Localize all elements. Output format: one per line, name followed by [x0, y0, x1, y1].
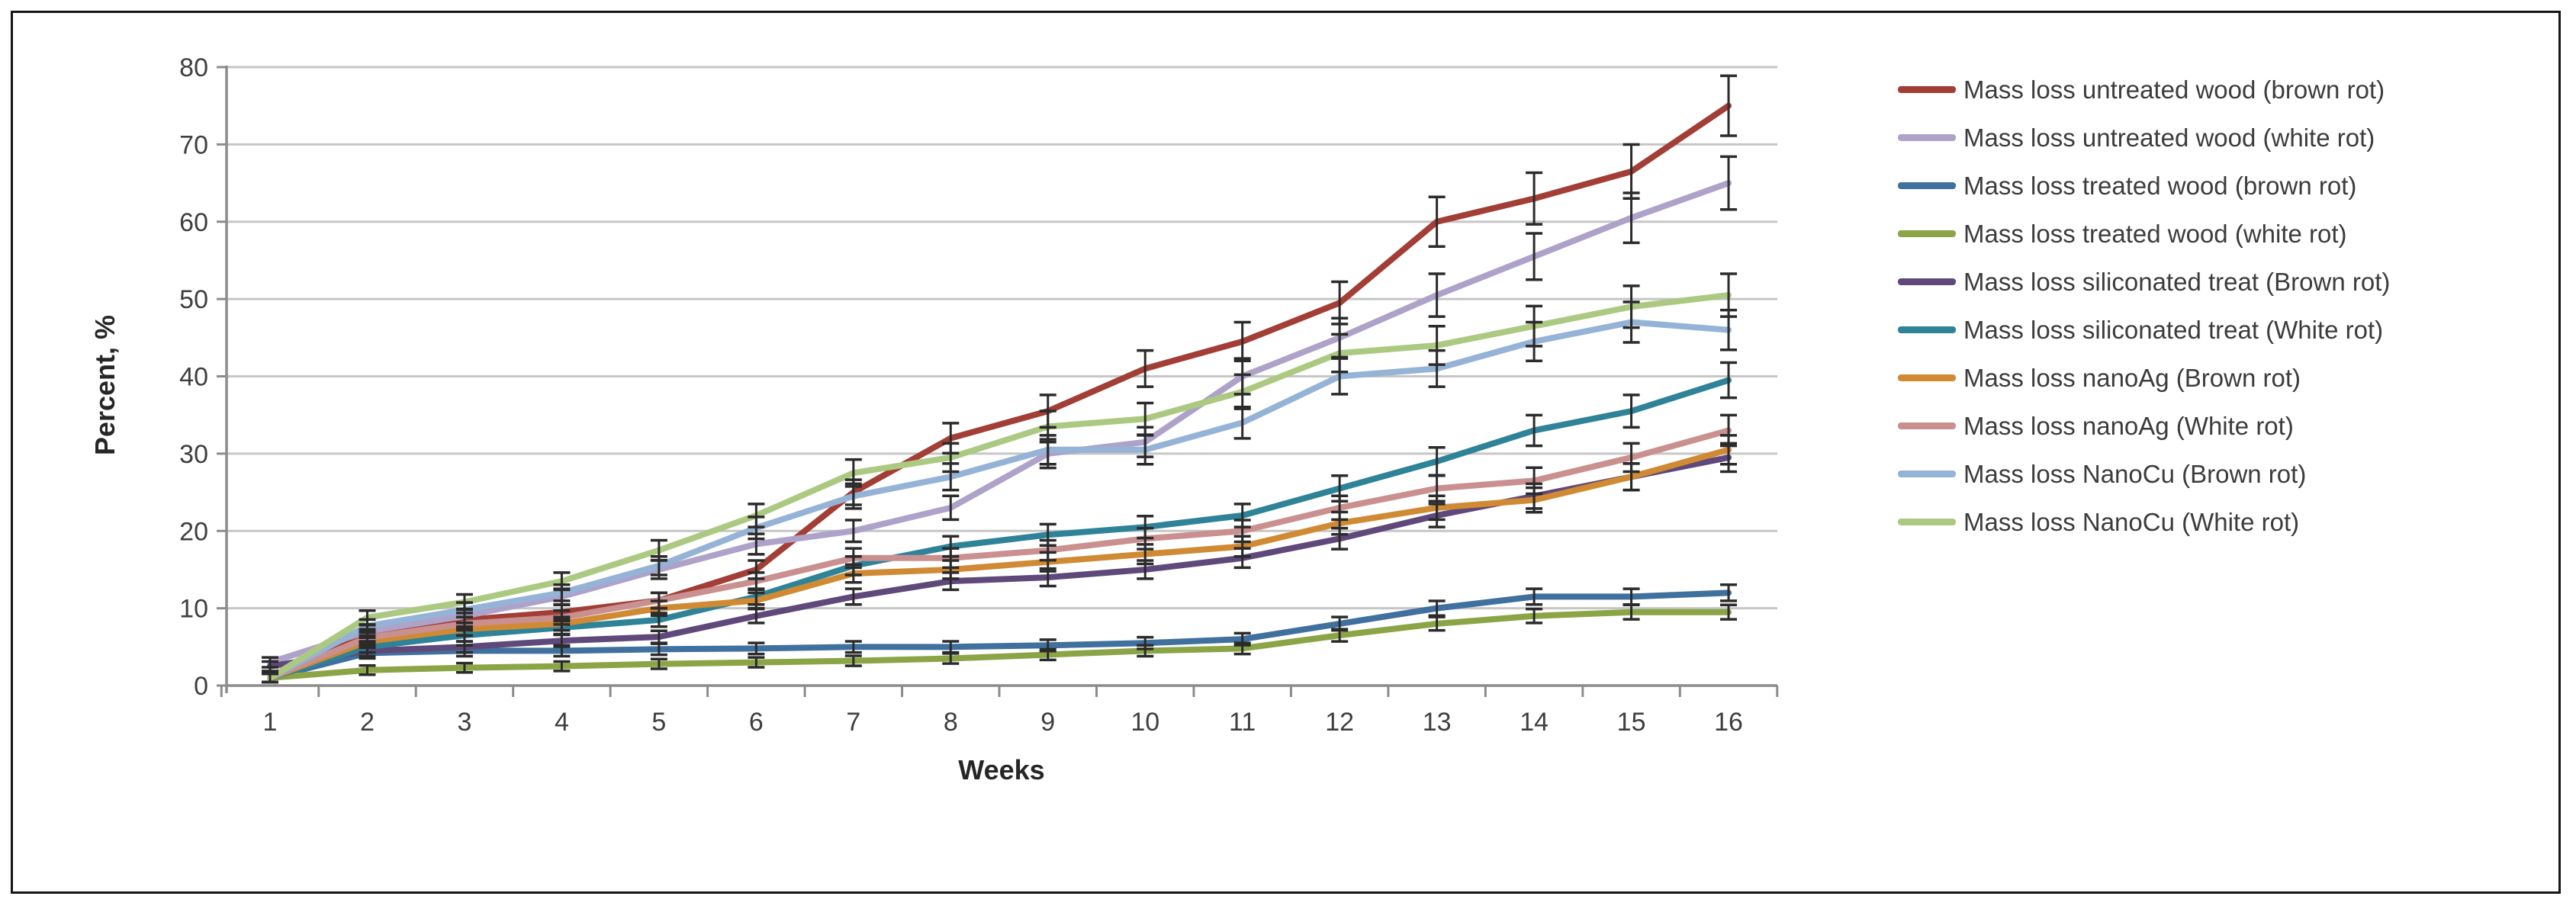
y-tick-label: 60: [179, 208, 208, 237]
x-tick-label: 10: [1130, 708, 1159, 737]
legend-line-swatch: [1898, 86, 1956, 93]
legend-line-swatch: [1898, 278, 1956, 285]
y-tick-label: 40: [179, 363, 208, 392]
y-tick-label: 10: [179, 595, 208, 624]
y-tick-label: 0: [194, 672, 208, 701]
legend-item: Mass loss nanoAg (White rot): [1898, 402, 2390, 450]
x-tick-label: 1: [263, 708, 278, 737]
x-tick-label: 9: [1040, 708, 1055, 737]
legend-line-swatch: [1898, 326, 1956, 333]
legend-line-swatch: [1898, 422, 1956, 429]
x-tick-label: 8: [944, 708, 958, 737]
legend-line-swatch: [1898, 230, 1956, 237]
x-tick-label: 4: [555, 708, 569, 737]
series-line: [267, 446, 1732, 681]
legend-item: Mass loss NanoCu (White rot): [1898, 498, 2390, 546]
legend-label: Mass loss siliconated treat (White rot): [1963, 315, 2384, 344]
x-tick-label: 11: [1229, 708, 1256, 737]
axis-layer: [217, 66, 1779, 697]
x-tick-label: 15: [1617, 708, 1646, 737]
legend-item: Mass loss siliconated treat (White rot): [1898, 306, 2390, 354]
x-tick-label: 6: [749, 708, 764, 737]
y-axis-title: Percent, %: [89, 315, 121, 455]
legend-line-swatch: [1898, 471, 1956, 477]
legend-item: Mass loss nanoAg (Brown rot): [1898, 354, 2390, 402]
series-line: [267, 102, 1732, 681]
axis-labels-layer: Percent, % Weeks 1 2 3 4 5 6 7 8 9 10 11 12 13 14 15 16…: [89, 53, 1743, 785]
x-axis-title: Weeks: [958, 754, 1044, 785]
legend-line-swatch: [1898, 182, 1956, 189]
x-tick-label: 3: [457, 708, 471, 737]
y-tick-label: 70: [179, 130, 208, 159]
x-tick-label: 12: [1325, 708, 1354, 737]
x-tick-label: 2: [360, 708, 375, 737]
x-tick-label: 7: [846, 708, 860, 737]
y-tick-label: 20: [179, 517, 208, 546]
legend-line-swatch: [1898, 134, 1956, 141]
legend-item: Mass loss siliconated treat (Brown rot): [1898, 258, 2390, 306]
gridline-layer: [227, 66, 1777, 610]
legend-item: Mass loss untreated wood (white rot): [1898, 114, 2390, 162]
legend-item: Mass loss NanoCu (Brown rot): [1898, 450, 2390, 498]
error-bars-layer: [262, 74, 1738, 684]
legend-label: Mass loss untreated wood (brown rot): [1963, 75, 2385, 104]
legend-item: Mass loss treated wood (white rot): [1898, 210, 2390, 258]
series-line: [267, 180, 1732, 666]
series-line: [267, 609, 1732, 681]
legend-line-swatch: [1898, 519, 1956, 525]
legend-label: Mass loss NanoCu (Brown rot): [1963, 459, 2307, 488]
legend: Mass loss untreated wood (brown rot) Mass…: [1898, 66, 2390, 546]
figure-border-frame: [11, 11, 2561, 894]
y-tick-label: 30: [179, 440, 208, 469]
legend-item: Mass loss untreated wood (brown rot): [1898, 66, 2390, 114]
x-tick-label: 14: [1520, 708, 1548, 737]
x-tick-label: 5: [651, 708, 666, 737]
legend-label: Mass loss siliconated treat (Brown rot): [1963, 267, 2391, 296]
x-tick-label: 13: [1423, 708, 1452, 737]
legend-label: Mass loss treated wood (brown rot): [1963, 171, 2357, 200]
legend-label: Mass loss NanoCu (White rot): [1963, 507, 2300, 536]
series-line: [267, 319, 1732, 681]
series-line: [267, 427, 1732, 681]
legend-label: Mass loss treated wood (white rot): [1963, 219, 2347, 248]
x-tick-label: 16: [1714, 708, 1743, 737]
series-line: [267, 377, 1732, 681]
y-tick-label: 50: [179, 285, 208, 314]
legend-label: Mass loss untreated wood (white rot): [1963, 123, 2375, 152]
y-tick-label: 80: [179, 53, 208, 82]
series-lines-layer: [267, 102, 1732, 681]
legend-line-swatch: [1898, 374, 1956, 381]
legend-item: Mass loss treated wood (brown rot): [1898, 162, 2390, 210]
legend-label: Mass loss nanoAg (White rot): [1963, 411, 2294, 440]
legend-label: Mass loss nanoAg (Brown rot): [1963, 363, 2301, 392]
series-line: [267, 292, 1732, 681]
series-line: [267, 589, 1732, 681]
